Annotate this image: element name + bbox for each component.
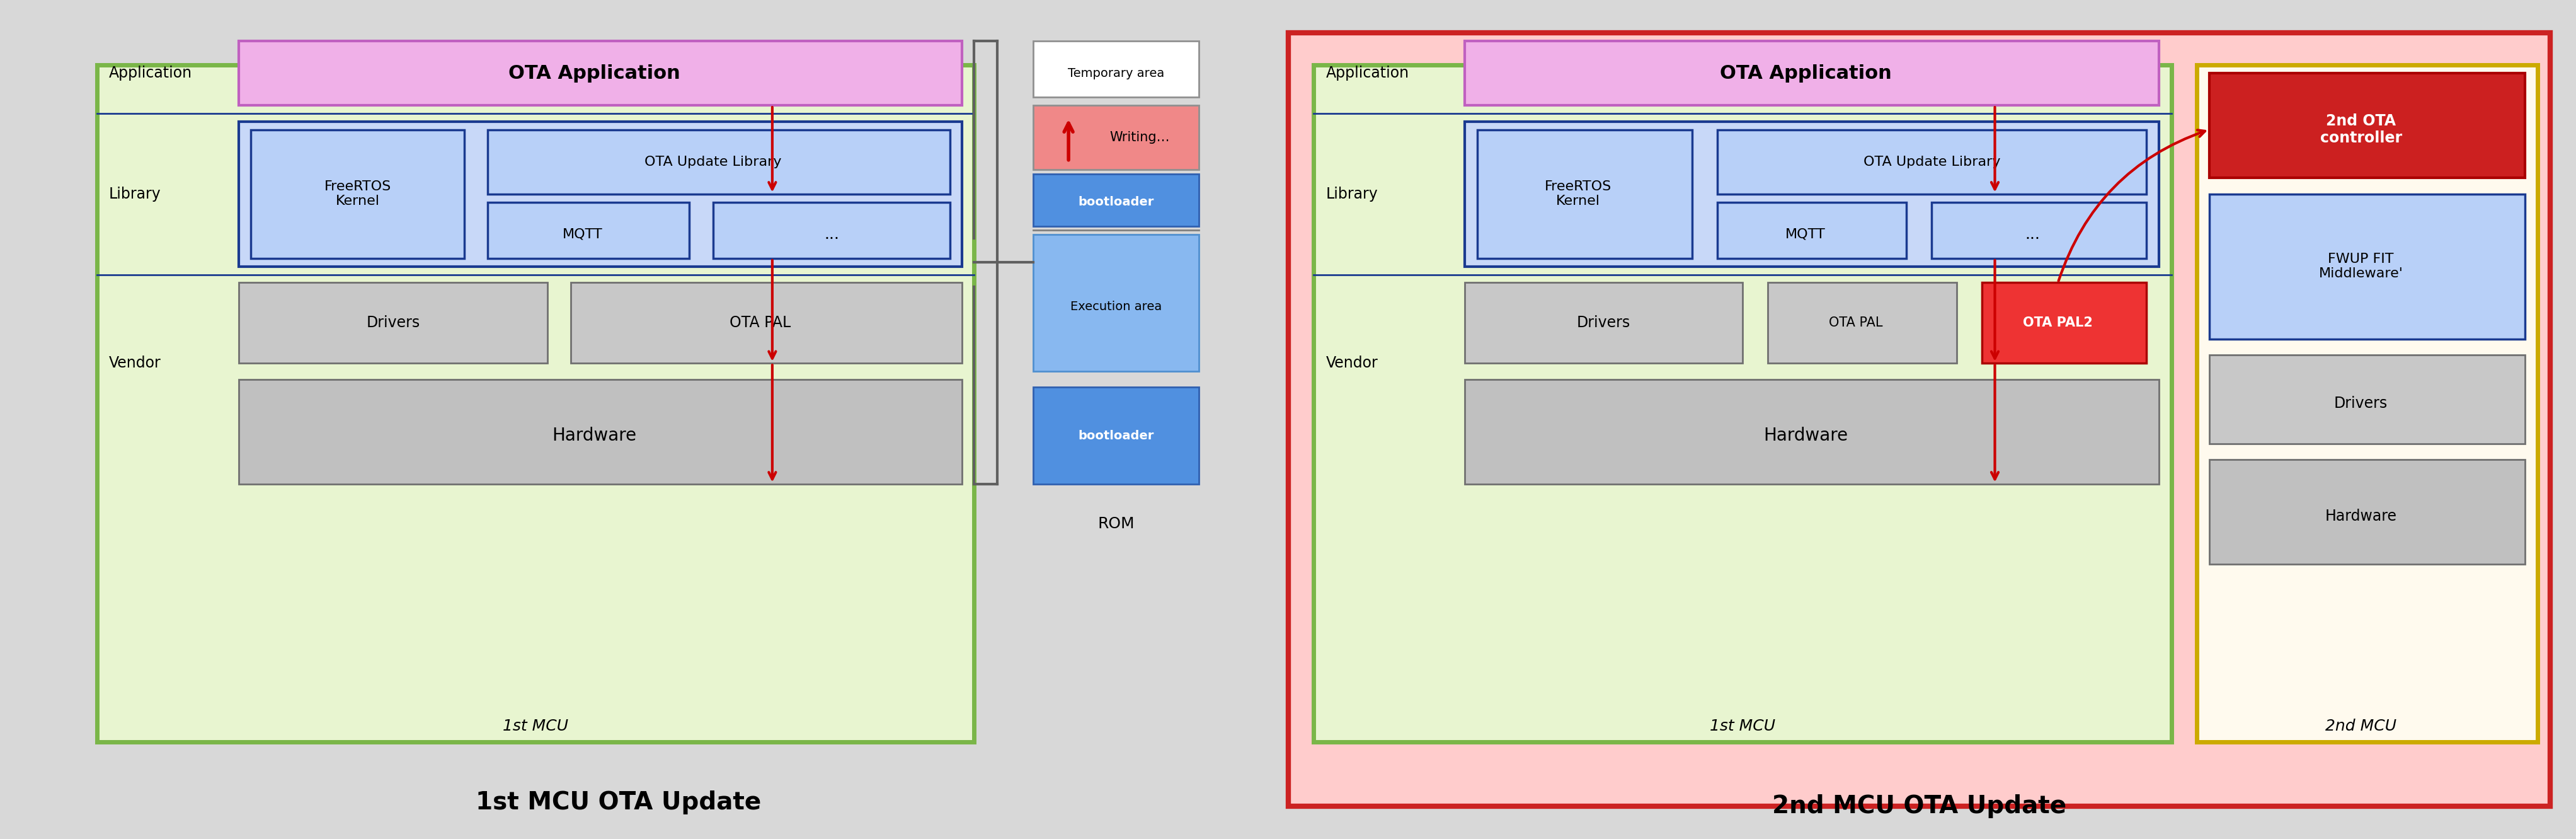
Text: Application: Application xyxy=(108,65,193,81)
Bar xyxy=(1466,41,2159,106)
Text: 1st MCU: 1st MCU xyxy=(502,718,569,733)
Text: OTA Application: OTA Application xyxy=(507,64,680,82)
Text: MQTT: MQTT xyxy=(1785,228,1826,241)
Text: OTA PAL: OTA PAL xyxy=(729,315,791,331)
Bar xyxy=(2197,65,2537,742)
Bar xyxy=(1718,202,1906,258)
Text: Drivers: Drivers xyxy=(2334,396,2388,411)
Text: Drivers: Drivers xyxy=(366,315,420,331)
Bar xyxy=(1767,283,1958,363)
Text: Hardware: Hardware xyxy=(551,427,636,445)
Text: Writing…: Writing… xyxy=(1110,131,1170,144)
Text: FreeRTOS
Kernel: FreeRTOS Kernel xyxy=(325,180,392,207)
Bar xyxy=(1033,106,1198,169)
Text: bootloader: bootloader xyxy=(1077,430,1154,441)
Bar xyxy=(2210,460,2524,565)
Text: OTA Update Library: OTA Update Library xyxy=(644,155,781,168)
Bar xyxy=(714,202,951,258)
Bar xyxy=(1466,283,1741,363)
Bar xyxy=(1466,122,2159,267)
Text: Application: Application xyxy=(1327,65,1409,81)
Text: FWUP FIT
Middleware': FWUP FIT Middleware' xyxy=(2318,253,2403,280)
Text: OTA Update Library: OTA Update Library xyxy=(1862,155,1999,168)
Bar xyxy=(1466,379,2159,484)
Text: Drivers: Drivers xyxy=(1577,315,1631,331)
Bar xyxy=(2210,355,2524,444)
Text: Library: Library xyxy=(1327,186,1378,201)
Text: 2nd OTA
controller: 2nd OTA controller xyxy=(2321,113,2401,146)
Bar xyxy=(1932,202,2146,258)
Bar xyxy=(240,379,961,484)
Text: FreeRTOS
Kernel: FreeRTOS Kernel xyxy=(1546,180,1613,207)
Text: Hardware: Hardware xyxy=(1762,427,1847,445)
Bar xyxy=(2210,194,2524,339)
Text: MQTT: MQTT xyxy=(562,228,603,241)
Bar xyxy=(1984,283,2146,363)
Bar xyxy=(1718,129,2146,194)
Bar xyxy=(240,41,961,106)
Text: 2nd MCU OTA Update: 2nd MCU OTA Update xyxy=(1772,795,2066,818)
Bar xyxy=(240,283,546,363)
Bar xyxy=(1033,388,1198,484)
Bar xyxy=(487,202,690,258)
Text: 1st MCU OTA Update: 1st MCU OTA Update xyxy=(477,790,760,814)
Bar xyxy=(250,129,464,258)
Bar xyxy=(2210,73,2524,178)
Text: ...: ... xyxy=(824,227,840,242)
Text: OTA Application: OTA Application xyxy=(1721,64,1891,82)
Bar xyxy=(240,122,961,267)
Text: OTA PAL2: OTA PAL2 xyxy=(2022,316,2092,329)
Bar xyxy=(98,65,974,742)
Text: Vendor: Vendor xyxy=(108,356,160,371)
Text: 1st MCU: 1st MCU xyxy=(1710,718,1775,733)
Bar xyxy=(1033,41,1198,97)
Bar xyxy=(487,129,951,194)
Text: 2nd MCU: 2nd MCU xyxy=(2326,718,2396,733)
Text: Library: Library xyxy=(108,186,160,201)
Text: Vendor: Vendor xyxy=(1327,356,1378,371)
Bar xyxy=(572,283,961,363)
Text: Hardware: Hardware xyxy=(2326,508,2396,524)
Text: ...: ... xyxy=(2025,227,2040,242)
Bar xyxy=(1033,174,1198,227)
Text: ROM: ROM xyxy=(1097,516,1133,531)
Bar xyxy=(1314,65,2172,742)
Text: Execution area: Execution area xyxy=(1069,300,1162,313)
Bar xyxy=(1479,129,1692,258)
Text: Temporary area: Temporary area xyxy=(1066,67,1164,79)
Text: OTA PAL: OTA PAL xyxy=(1829,316,1883,329)
Text: bootloader: bootloader xyxy=(1077,196,1154,208)
Bar xyxy=(1033,234,1198,371)
